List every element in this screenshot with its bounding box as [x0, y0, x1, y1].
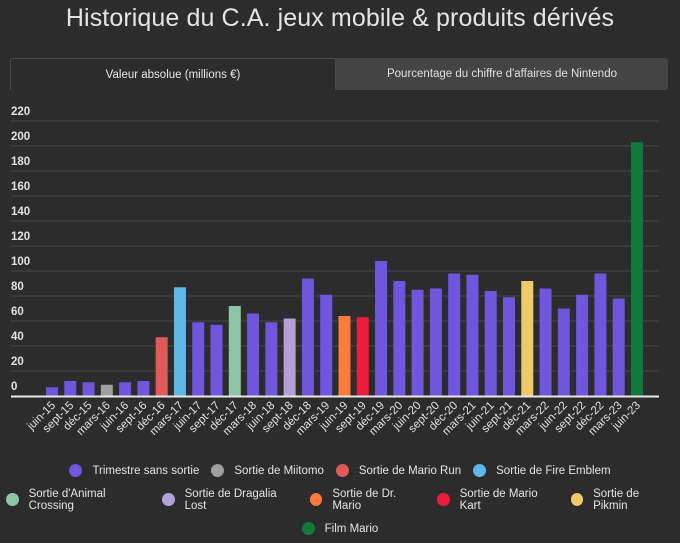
bar[interactable] [539, 288, 552, 397]
bar[interactable] [320, 294, 333, 396]
legend-label: Sortie d'Animal Crossing [28, 487, 106, 512]
legend: Trimestre sans sortie Sortie de Miitomo … [0, 456, 680, 543]
legend-item-animal-crossing[interactable]: Sortie d'Animal Crossing [6, 488, 150, 512]
bar[interactable] [155, 337, 168, 396]
bar[interactable] [173, 287, 186, 396]
legend-label: Sortie de Mario Kart [459, 487, 538, 512]
bar[interactable] [630, 142, 643, 396]
y-tick-label: 180 [11, 156, 30, 168]
legend-label: Sortie de Dr. Mario [332, 487, 397, 512]
tab-percentage[interactable]: Pourcentage du chiffre d'affaires de Nin… [386, 68, 617, 80]
y-tick-label: 160 [11, 181, 30, 193]
y-tick-label: 0 [11, 381, 17, 393]
y-tick-label: 20 [11, 356, 24, 368]
legend-label: Sortie de Fire Emblem [496, 464, 611, 477]
legend-item-fire-emblem[interactable]: Sortie de Fire Emblem [473, 464, 611, 477]
y-tick-label: 220 [11, 106, 30, 118]
legend-swatch [473, 464, 487, 477]
legend-label: Trimestre sans sortie [92, 464, 200, 477]
legend-item-film-mario[interactable]: Film Mario [301, 522, 379, 535]
y-tick-label: 100 [11, 256, 30, 268]
bar[interactable] [247, 313, 260, 397]
legend-label: Sortie de Dragalia Lost [184, 487, 277, 512]
bar[interactable] [612, 298, 625, 397]
bar[interactable] [82, 382, 95, 396]
y-tick-label: 140 [11, 206, 30, 218]
tab-bar: Valeur absolue (millions €) Pourcentage … [10, 58, 668, 90]
legend-label: Sortie de Miitomo [234, 464, 324, 477]
y-tick-label: 40 [11, 331, 24, 343]
bar[interactable] [338, 316, 351, 396]
legend-swatch [69, 464, 83, 477]
bar[interactable] [210, 324, 223, 396]
bar[interactable] [375, 261, 388, 396]
bar[interactable] [484, 291, 497, 396]
tab-absolute-value[interactable]: Valeur absolue (millions €) [10, 58, 336, 90]
bar[interactable] [64, 381, 77, 396]
bar[interactable] [137, 381, 150, 396]
bar[interactable] [594, 273, 607, 397]
legend-row: Trimestre sans sortie Sortie de Miitomo … [0, 456, 680, 485]
legend-item-dragalia-lost[interactable]: Sortie de Dragalia Lost [162, 488, 298, 512]
legend-label: Sortie de Mario Run [358, 464, 462, 477]
chart-title: Historique du C.A. jeux mobile & produit… [65, 4, 615, 32]
legend-item-dr-mario[interactable]: Sortie de Dr. Mario [309, 487, 425, 512]
legend-swatch [211, 464, 225, 477]
bar[interactable] [46, 387, 58, 396]
legend-item-mario-run[interactable]: Sortie de Mario Run [335, 464, 462, 477]
bar[interactable] [466, 274, 479, 396]
bar[interactable] [557, 308, 570, 397]
bar[interactable] [576, 294, 589, 396]
bar[interactable] [503, 297, 515, 396]
bar[interactable] [448, 273, 461, 397]
legend-item-mario-kart[interactable]: Sortie de Mario Kart [437, 488, 558, 512]
legend-swatch [309, 493, 323, 506]
legend-swatch [6, 493, 19, 506]
bar[interactable] [521, 281, 534, 396]
bar[interactable] [411, 289, 424, 396]
legend-item-pikmin[interactable]: Sortie de Pikmin [570, 487, 675, 512]
bar-chart: 020406080100120140160180200220juin-15sep… [11, 106, 659, 438]
legend-label: Sortie de Pikmin [593, 487, 640, 512]
bar[interactable] [100, 384, 113, 396]
y-tick-label: 200 [11, 131, 30, 143]
legend-label: Film Mario [324, 522, 379, 535]
bar[interactable] [301, 278, 314, 397]
legend-swatch [570, 493, 584, 506]
y-tick-label: 60 [11, 306, 24, 318]
legend-item-trimestre-sans-sortie[interactable]: Trimestre sans sortie [69, 464, 199, 477]
bar[interactable] [283, 318, 296, 397]
legend-row: Film Mario [0, 514, 680, 543]
legend-row: Sortie d'Animal Crossing Sortie de Draga… [0, 485, 680, 514]
legend-swatch [162, 493, 175, 506]
bar[interactable] [265, 322, 278, 396]
bar[interactable] [356, 317, 369, 396]
bar[interactable] [119, 382, 132, 396]
legend-swatch [437, 493, 450, 506]
legend-item-miitomo[interactable]: Sortie de Miitomo [211, 464, 324, 477]
bar[interactable] [228, 306, 241, 396]
bar[interactable] [429, 288, 442, 397]
y-tick-label: 120 [11, 231, 30, 243]
legend-swatch [301, 522, 315, 535]
bar[interactable] [192, 322, 205, 396]
y-tick-label: 80 [11, 281, 24, 293]
legend-swatch [335, 464, 349, 477]
bar[interactable] [393, 281, 406, 396]
